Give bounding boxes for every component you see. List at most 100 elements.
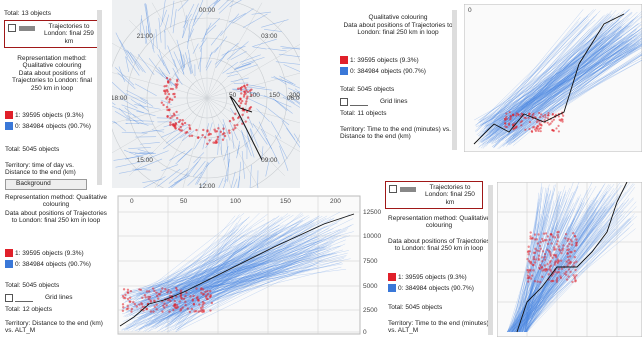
trajectory bbox=[525, 228, 598, 333]
holding-point bbox=[527, 260, 531, 263]
holding-point bbox=[529, 260, 533, 264]
trajectory bbox=[157, 215, 320, 305]
trajectory bbox=[168, 243, 346, 332]
trajectory bbox=[489, 23, 640, 140]
selected-trajectory bbox=[119, 213, 355, 327]
holding-point bbox=[540, 265, 543, 269]
trajectory bbox=[232, 8, 254, 24]
trajectory bbox=[156, 229, 341, 328]
trajectory bbox=[210, 30, 223, 46]
holding-point bbox=[566, 255, 570, 259]
trajectory bbox=[139, 233, 275, 295]
trajectory bbox=[512, 47, 624, 124]
trajectory bbox=[508, 190, 618, 333]
trajectory bbox=[241, 130, 247, 148]
scrollbar[interactable] bbox=[488, 185, 493, 335]
holding-point bbox=[202, 128, 205, 132]
holding-point bbox=[529, 277, 533, 280]
trajectory bbox=[520, 215, 602, 333]
layer-name: Trajectories to London: final 250 km bbox=[425, 184, 475, 206]
trajectory bbox=[524, 213, 636, 333]
trajectory bbox=[242, 13, 268, 28]
trajectory bbox=[267, 107, 290, 126]
trajectory bbox=[205, 157, 216, 168]
trajectory bbox=[176, 258, 351, 294]
trajectory bbox=[141, 271, 285, 328]
trajectory bbox=[166, 213, 351, 333]
trajectory bbox=[511, 206, 637, 333]
trajectory bbox=[127, 50, 140, 71]
holding-point bbox=[243, 93, 246, 96]
trajectory bbox=[482, 43, 636, 121]
holding-point bbox=[171, 115, 174, 118]
checkbox[interactable] bbox=[340, 98, 348, 106]
layer-box[interactable]: Trajectories to London: final 250 km bbox=[385, 181, 483, 209]
trajectory bbox=[515, 202, 540, 333]
holding-point bbox=[161, 287, 164, 290]
trajectory bbox=[161, 72, 176, 87]
trajectory bbox=[112, 105, 132, 115]
trajectory bbox=[502, 10, 629, 125]
checkbox[interactable] bbox=[389, 185, 397, 193]
holding-point bbox=[122, 306, 125, 309]
holding-point bbox=[173, 95, 177, 99]
background-button[interactable]: Background bbox=[5, 179, 87, 190]
scrollbar[interactable] bbox=[452, 10, 457, 150]
trajectory bbox=[512, 183, 635, 333]
method: Representation method: Qualitative colou… bbox=[388, 215, 490, 230]
trajectory bbox=[113, 120, 127, 132]
holding-point bbox=[530, 237, 534, 240]
holding-point bbox=[556, 233, 559, 237]
trajectory bbox=[525, 206, 606, 333]
spoke bbox=[206, 97, 232, 188]
trajectory bbox=[125, 214, 294, 328]
trajectory bbox=[174, 73, 183, 85]
trajectory bbox=[222, 119, 231, 141]
holding-point bbox=[547, 273, 550, 276]
trajectory bbox=[486, 41, 625, 137]
total-top: Total: 13 objects bbox=[4, 10, 51, 17]
holding-point bbox=[509, 114, 512, 118]
trajectory bbox=[513, 34, 621, 126]
holding-point bbox=[537, 254, 541, 257]
trajectory bbox=[517, 206, 591, 333]
time-label: 09:00 bbox=[261, 157, 278, 164]
holding-point bbox=[130, 310, 133, 313]
trajectory bbox=[511, 200, 551, 333]
holding-point bbox=[212, 141, 215, 144]
trajectory bbox=[516, 201, 548, 333]
trajectory bbox=[291, 97, 300, 104]
trajectory bbox=[137, 54, 155, 75]
trajectory bbox=[272, 98, 288, 111]
trajectory bbox=[508, 45, 642, 122]
class-0: 0: 384984 objects (90.7%) bbox=[15, 261, 91, 268]
holding-point bbox=[542, 115, 545, 118]
trajectory bbox=[152, 270, 305, 323]
holding-point bbox=[551, 256, 554, 259]
trajectory bbox=[279, 145, 289, 171]
holding-point bbox=[547, 250, 551, 253]
trajectory bbox=[524, 221, 558, 333]
trajectory bbox=[479, 43, 603, 125]
checkbox[interactable] bbox=[5, 294, 13, 302]
trajectory bbox=[173, 214, 240, 307]
holding-point bbox=[236, 123, 239, 127]
holding-point bbox=[538, 249, 541, 253]
trajectory bbox=[148, 214, 291, 298]
trajectory bbox=[526, 221, 632, 333]
checkbox[interactable] bbox=[8, 24, 16, 32]
trajectory bbox=[474, 21, 579, 145]
trajectory bbox=[226, 139, 229, 168]
trajectory bbox=[163, 224, 246, 308]
trajectory bbox=[511, 28, 612, 139]
holding-point bbox=[179, 125, 183, 129]
scrollbar[interactable] bbox=[97, 10, 102, 185]
y-tick-label: 0 bbox=[363, 329, 367, 336]
holding-point bbox=[557, 236, 560, 239]
layer-box[interactable]: Trajectories to London: final 259 km bbox=[4, 20, 102, 48]
trajectory bbox=[148, 218, 284, 327]
spoke bbox=[206, 97, 300, 152]
grid-lines: Grid lines bbox=[45, 294, 73, 301]
trajectory bbox=[236, 141, 240, 154]
trajectory bbox=[241, 56, 265, 65]
